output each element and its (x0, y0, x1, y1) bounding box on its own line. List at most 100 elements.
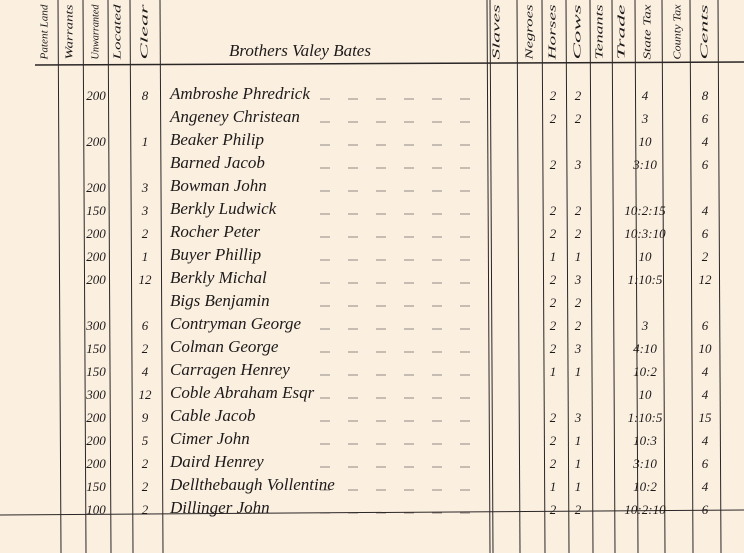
entry: 12 (139, 272, 153, 287)
entry: 2 (550, 111, 557, 126)
column-header: Cows (572, 5, 584, 60)
column-header: Slaves (491, 5, 503, 60)
entry: 4 (642, 88, 649, 103)
entry: 300 (85, 318, 106, 333)
entry: 2 (550, 318, 557, 333)
column-rule (661, 0, 666, 553)
entry: 200 (86, 134, 106, 149)
entry: 2 (550, 456, 557, 471)
taxpayer-name: Daird Henrey (169, 452, 264, 471)
column-header: Tenants (594, 5, 606, 60)
entry: 2 (575, 111, 582, 126)
column-header: Unwarranted (90, 4, 102, 59)
entry: 2 (142, 226, 149, 241)
entry: 300 (85, 387, 106, 402)
entry: 1:10:5 (628, 410, 663, 425)
entry: 10:2:15 (624, 203, 666, 218)
entry: 2 (142, 456, 149, 471)
column-rule (516, 0, 521, 553)
entry: 4 (702, 364, 709, 379)
entry: 4 (702, 433, 709, 448)
column-rule (565, 0, 570, 553)
entry: 2 (142, 341, 149, 356)
entry: 3 (574, 341, 582, 356)
taxpayer-name: Ambroshe Phredrick (169, 84, 310, 103)
entry: 10:2 (633, 479, 657, 494)
entry: 200 (86, 249, 106, 264)
entry: 2 (575, 203, 582, 218)
taxpayer-name: Buyer Phillip (170, 245, 261, 264)
entry: 2 (575, 318, 582, 333)
entry: 150 (86, 203, 106, 218)
entry: 1 (550, 364, 557, 379)
taxpayer-name: Coble Abraham Esqr (170, 383, 315, 402)
column-rule (634, 0, 639, 553)
taxpayer-name: Cimer John (170, 429, 250, 448)
taxpayer-name: Rocher Peter (169, 222, 261, 241)
entry: 150 (86, 341, 106, 356)
entry: 10 (639, 134, 653, 149)
entry: 1:10:5 (628, 272, 663, 287)
entry: 2 (550, 410, 557, 425)
entry: 4 (142, 364, 149, 379)
entry: 4 (702, 479, 709, 494)
entry: 2 (550, 157, 557, 172)
column-rule (689, 0, 694, 553)
taxpayer-name: Berkly Ludwick (170, 199, 277, 218)
column-header: Patent Land (39, 4, 51, 61)
entry: 10 (639, 249, 653, 264)
column-header: Located (112, 4, 124, 61)
entry: 2 (550, 341, 557, 356)
entry: 2 (575, 226, 582, 241)
column-header: Negroes (524, 5, 536, 62)
entry: 1 (142, 249, 149, 264)
entry: 5 (142, 433, 149, 448)
entry: 10 (639, 387, 653, 402)
taxpayer-name: Contryman George (170, 314, 302, 333)
taxpayer-name: Dillinger John (169, 498, 270, 517)
column-rule (486, 0, 491, 553)
entry: 10:2 (633, 364, 657, 379)
column-header: Cents (699, 5, 711, 60)
entry: 2 (550, 88, 557, 103)
entry: 9 (142, 410, 149, 425)
entry: 4 (702, 387, 709, 402)
entry: 1 (142, 134, 149, 149)
column-rule (82, 0, 87, 553)
entry: 3 (141, 180, 149, 195)
entry: 6 (702, 502, 709, 517)
entry: 4:10 (633, 341, 657, 356)
column-rule (489, 0, 494, 553)
entry: 2 (550, 203, 557, 218)
entry: 8 (142, 88, 149, 103)
column-rule (717, 0, 722, 553)
entry: 10:3 (633, 433, 657, 448)
entry: 1 (575, 249, 582, 264)
column-rule (541, 0, 546, 553)
entry: 1 (550, 249, 557, 264)
entry: 200 (86, 433, 106, 448)
entry: 2 (550, 272, 557, 287)
header-rule (34, 61, 744, 66)
entry: 2 (575, 502, 582, 517)
column-rule (57, 0, 62, 553)
taxpayer-name: Barned Jacob (170, 153, 265, 172)
entry: 200 (86, 180, 106, 195)
entry: 3 (574, 272, 582, 287)
entry: 1 (575, 433, 582, 448)
entry: 8 (702, 88, 709, 103)
entry: 3:10 (632, 456, 657, 471)
entry: 1 (575, 364, 582, 379)
column-header: Trade (616, 4, 628, 59)
taxpayer-name: Cable Jacob (170, 406, 255, 425)
entry: 3:10 (632, 157, 657, 172)
entry: 2 (550, 295, 557, 310)
entry: 200 (86, 272, 106, 287)
taxpayer-name: Dellthebaugh Vollentine (169, 475, 335, 494)
entry: 10:2:10 (624, 502, 666, 517)
entry: 3 (574, 157, 582, 172)
entry: 1 (575, 456, 582, 471)
entry: 6 (702, 111, 709, 126)
